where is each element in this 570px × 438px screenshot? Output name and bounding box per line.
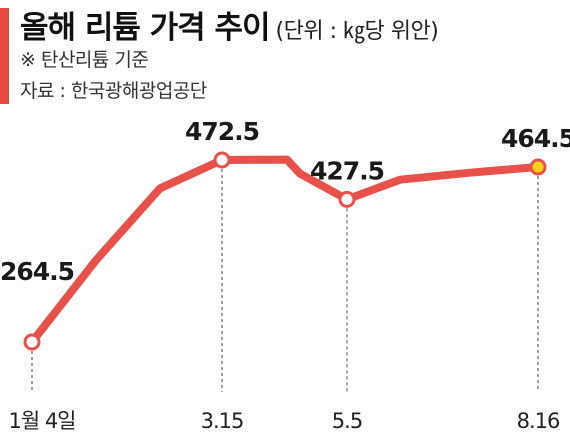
- value-label: 464.5: [501, 124, 570, 153]
- point-marker: [338, 190, 356, 208]
- x-tick-label: 1월 4일: [8, 409, 75, 433]
- unit-label: (단위 : ㎏당 위안): [275, 19, 439, 44]
- source-note: 자료 : 한국광해광업공단: [20, 80, 207, 102]
- point-marker: [23, 333, 41, 351]
- value-label: 264.5: [0, 257, 74, 286]
- point-marker: [213, 151, 231, 169]
- chart-header: 올해 리튬 가격 추이 (단위 : ㎏당 위안) ※ 탄산리튬 기준 자료 : 한…: [0, 0, 570, 110]
- x-tick-label: 8.16: [517, 409, 560, 433]
- accent-bar: [0, 8, 9, 104]
- chart-title: 올해 리튬 가격 추이: [20, 10, 271, 46]
- value-label: 472.5: [185, 117, 259, 146]
- x-tick-label: 5.5: [332, 409, 362, 433]
- value-label: 427.5: [310, 156, 384, 185]
- highlight-marker: [529, 158, 547, 176]
- title-line: 올해 리튬 가격 추이 (단위 : ㎏당 위안): [20, 2, 439, 47]
- x-tick-label: 3.15: [201, 409, 244, 433]
- basis-note: ※ 탄산리튬 기준: [20, 49, 149, 71]
- series-line: [28, 155, 542, 346]
